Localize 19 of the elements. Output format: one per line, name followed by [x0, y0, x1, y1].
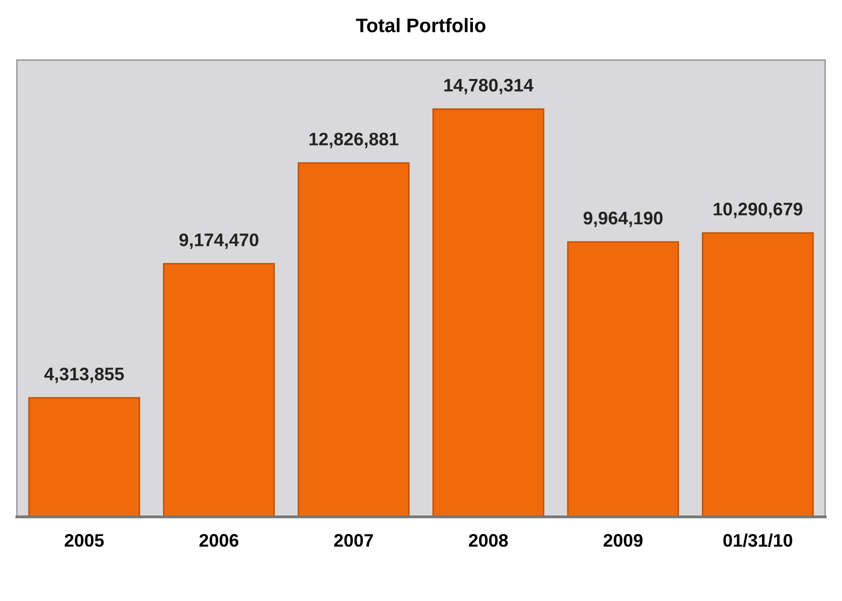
data-label: 12,826,881 [310, 132, 398, 148]
x-tick-label: 01/31/10 [723, 534, 792, 547]
bar [432, 108, 544, 517]
data-label: 14,780,314 [444, 78, 534, 94]
data-label: 4,313,855 [44, 368, 124, 383]
x-tick-label: 2005 [64, 534, 104, 547]
x-tick-label: 2007 [334, 534, 373, 547]
bar [702, 232, 814, 517]
data-label: 9,174,470 [179, 233, 258, 249]
bar [567, 241, 680, 517]
bar [28, 397, 140, 517]
data-label: 9,964,190 [584, 212, 663, 228]
chart-title: Total Portfolio [356, 18, 486, 32]
x-tick-label: 2009 [604, 534, 642, 547]
data-label: 10,290,679 [714, 202, 802, 218]
x-tick-label: 2008 [468, 534, 508, 547]
bar [162, 263, 275, 517]
bar [298, 162, 410, 517]
x-tick-label: 2006 [199, 534, 238, 547]
